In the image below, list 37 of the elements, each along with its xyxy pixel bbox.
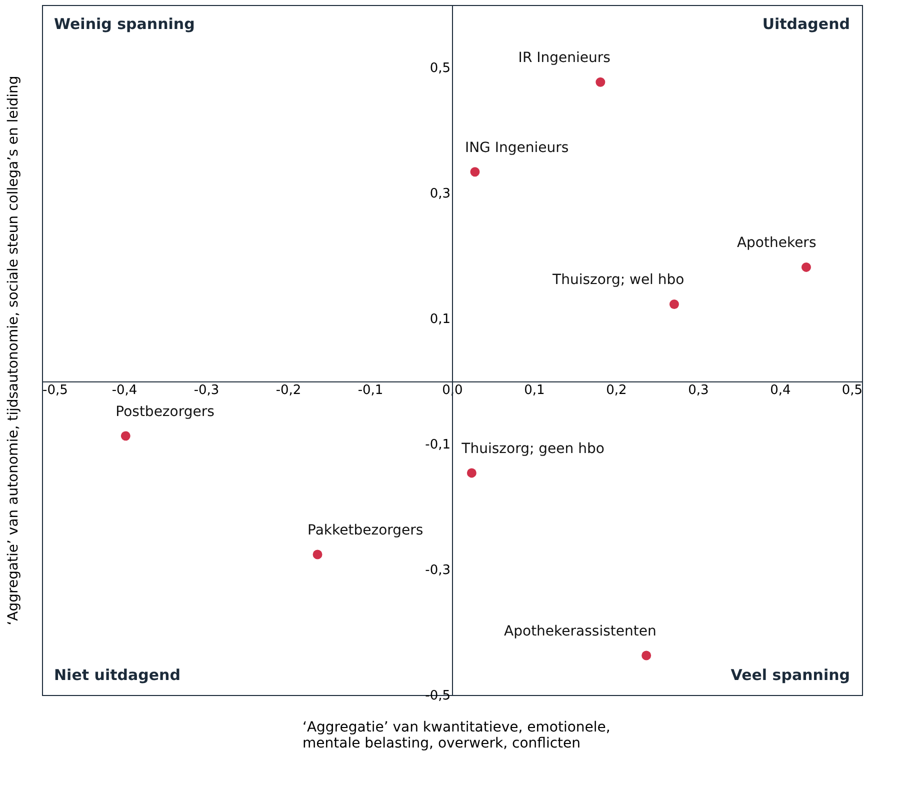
point [312, 550, 322, 560]
point [669, 299, 679, 309]
y-tick-label: -0,3 [425, 563, 450, 578]
x-tick-label: -0,1 [358, 382, 384, 398]
x-tick-label: 0,2 [606, 382, 627, 398]
annotation: Thuiszorg; geen hbo [460, 440, 604, 457]
y-tick-label: 0,5 [430, 61, 450, 76]
point [470, 167, 480, 177]
y-axis-title: ‘Aggregatie’ van autonomie, tijdsautonomie, sociale steun collega’s en leiding [6, 76, 22, 626]
annotation: ING Ingenieurs [464, 140, 569, 156]
annotation: Apothekers [736, 235, 816, 252]
annotation: Niet uitdagend [54, 666, 180, 684]
x-tick-label: -0,3 [194, 382, 220, 398]
annotation: IR Ingenieurs [518, 50, 610, 66]
x-tick-label: 0,4 [770, 382, 791, 398]
point [120, 431, 130, 441]
annotation: Veel spanning [730, 666, 850, 684]
annotation: Pakketbezorgers [308, 522, 424, 538]
point [466, 468, 476, 478]
x-tick-label: 0,3 [688, 382, 709, 398]
x-tick-label: -0,5 [42, 382, 68, 398]
y-tick-label: 0,1 [430, 312, 450, 328]
x-tick-label: 0,5 [842, 382, 862, 398]
y-tick-label: 0,3 [430, 186, 450, 202]
annotation: Weinig spanning [54, 15, 195, 33]
x-axis-title: ‘Aggregatie’ van kwantitatieve, emotionele, mentale belasting, overwerk, conflicten [302, 720, 610, 752]
x-tick-label: 0,1 [524, 382, 545, 398]
annotation: Uitdagend [762, 15, 850, 33]
point [596, 77, 606, 87]
x-tick-label: -0,4 [112, 382, 138, 398]
y-tick-label: -0,1 [425, 438, 450, 453]
x-tick-label: -0,2 [276, 382, 302, 398]
point [801, 262, 811, 272]
annotation: Apothekerassistenten [504, 623, 656, 640]
point [642, 650, 652, 660]
annotation: Postbezorgers [116, 404, 214, 420]
annotation: Thuiszorg; wel hbo [552, 272, 684, 288]
